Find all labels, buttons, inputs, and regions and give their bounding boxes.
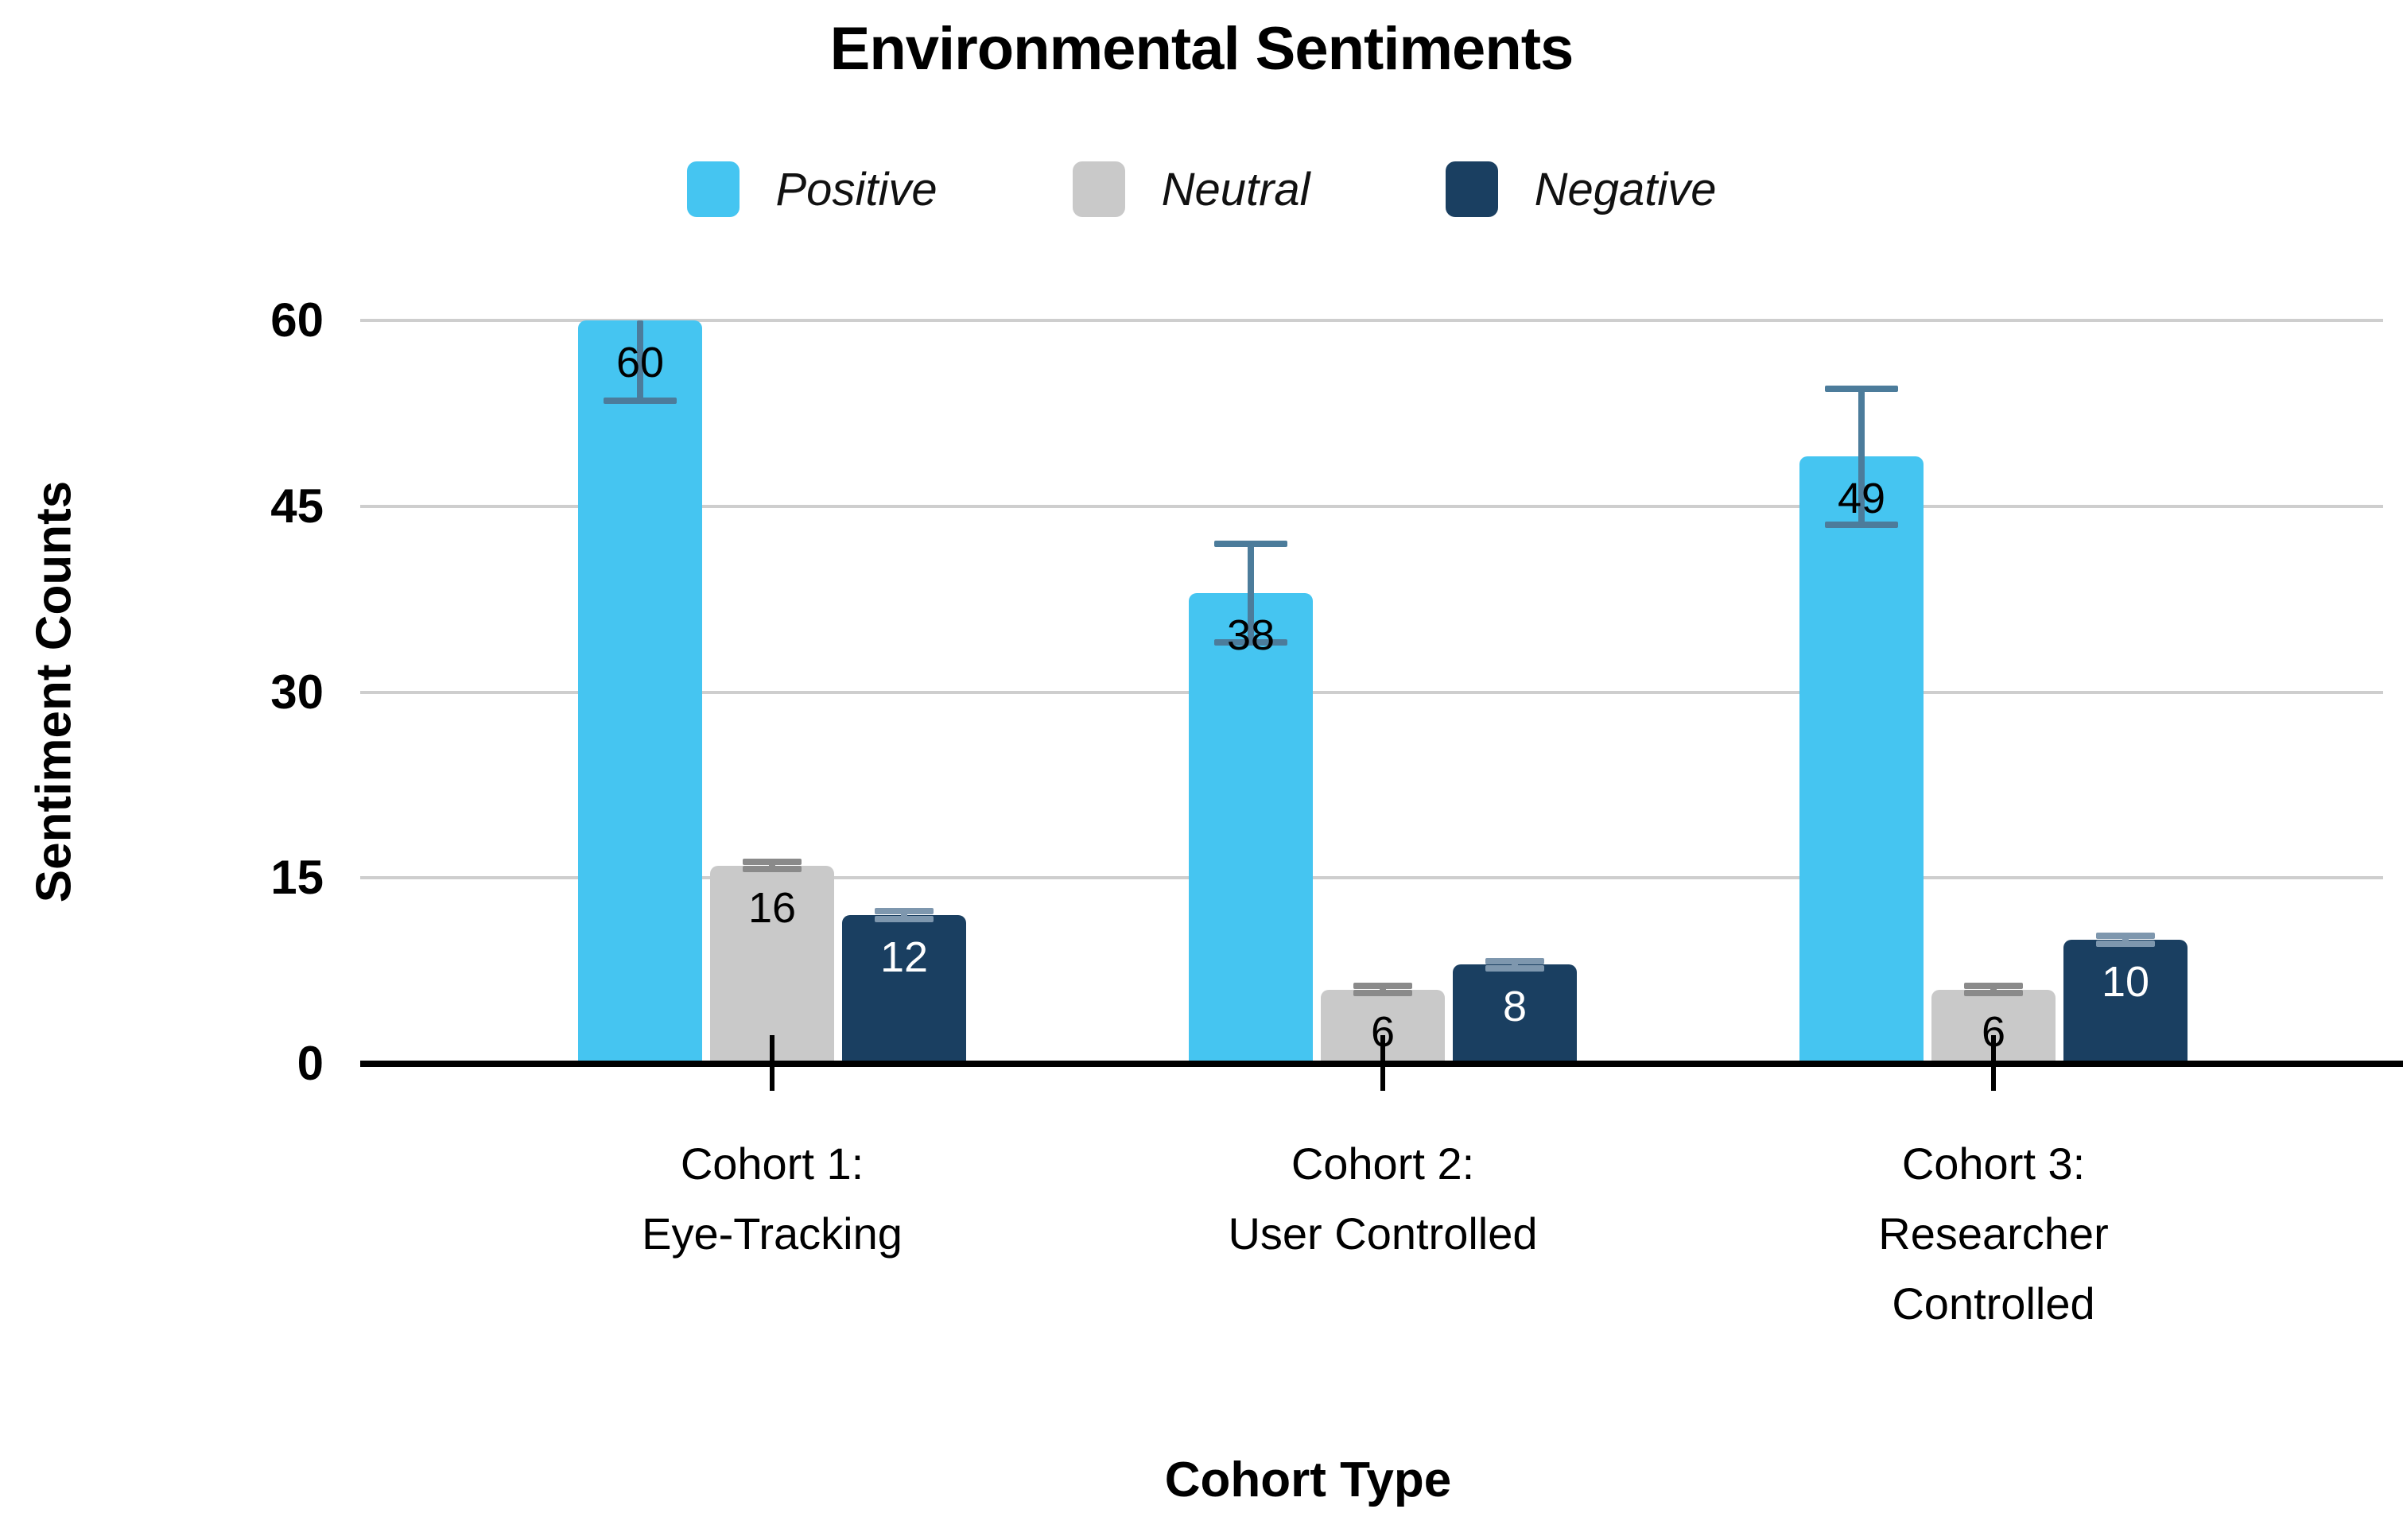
gridline <box>360 876 2383 879</box>
error-bar-line <box>1380 986 1386 993</box>
legend: Positive Neutral Negative <box>0 161 2403 217</box>
error-bar-cap <box>743 859 802 865</box>
x-axis-tick <box>770 1035 774 1091</box>
error-bar-cap <box>604 398 677 404</box>
bar-value-label: 49 <box>1837 475 1886 522</box>
legend-label: Neutral <box>1161 163 1310 215</box>
error-bar-cap <box>1353 983 1412 989</box>
legend-label: Positive <box>775 163 938 215</box>
legend-item-negative: Negative <box>1445 161 1717 217</box>
error-bar-cap <box>1353 990 1412 996</box>
bar-value-label: 8 <box>1502 983 1528 1030</box>
negative-bar <box>2063 940 2188 1064</box>
y-tick-label: 15 <box>270 851 324 904</box>
y-tick-label: 45 <box>270 479 324 533</box>
error-bar-cap <box>1825 522 1898 528</box>
bar-value-label: 16 <box>747 884 797 932</box>
error-bar-cap <box>1964 990 2023 996</box>
y-tick-label: 60 <box>270 293 324 347</box>
error-bar-cap <box>1485 965 1544 972</box>
negative-bar <box>1453 964 1577 1064</box>
error-bar-line <box>637 320 643 401</box>
error-bar-cap <box>1214 541 1287 547</box>
y-tick-label: 0 <box>297 1037 324 1090</box>
positive-bar <box>1799 456 1924 1064</box>
neutral-bar <box>710 866 834 1064</box>
x-category-label: Cohort 3: Researcher Controlled <box>1878 1139 2109 1329</box>
error-bar-line <box>1858 389 1865 525</box>
legend-item-neutral: Neutral <box>1072 161 1310 217</box>
x-category-label: Cohort 1: Eye-Tracking <box>642 1139 903 1259</box>
x-axis-tick <box>1380 1035 1385 1091</box>
bar-value-label: 10 <box>2101 958 2150 1006</box>
error-bar-line <box>1248 544 1254 643</box>
negative-bar <box>842 915 966 1064</box>
gridline <box>360 319 2383 322</box>
error-bar-cap <box>743 866 802 872</box>
error-bar-line <box>769 862 775 869</box>
error-bar-line <box>1512 961 1518 968</box>
error-bar-cap <box>1825 386 1898 392</box>
x-axis-tick <box>1991 1035 1996 1091</box>
error-bar-line <box>2122 936 2129 943</box>
error-bar-cap <box>2096 933 2155 939</box>
legend-label: Negative <box>1534 163 1717 215</box>
neutral-swatch-icon <box>1072 161 1125 217</box>
gridline <box>360 505 2383 508</box>
gridline <box>360 691 2383 694</box>
error-bar-cap <box>875 916 934 922</box>
x-category-label: Cohort 2: User Controlled <box>1228 1139 1538 1259</box>
error-bar-cap <box>1485 958 1544 964</box>
bar-value-label: 12 <box>879 933 929 981</box>
positive-bar <box>1189 593 1313 1064</box>
error-bar-cap <box>2096 941 2155 947</box>
bar-value-label: 38 <box>1226 611 1275 659</box>
chart-title: Environmental Sentiments <box>829 15 1574 83</box>
y-tick-label: 30 <box>270 665 324 719</box>
error-bar-line <box>1990 986 1997 993</box>
positive-bar <box>578 320 702 1064</box>
positive-swatch-icon <box>686 161 740 217</box>
error-bar-cap <box>1964 983 2023 989</box>
error-bar-cap <box>1214 639 1287 646</box>
negative-swatch-icon <box>1445 161 1498 217</box>
error-bar-line <box>901 911 907 918</box>
bar-value-label: 60 <box>615 339 665 386</box>
legend-item-positive: Positive <box>686 161 938 217</box>
error-bar-cap <box>875 908 934 914</box>
x-axis-title: Cohort Type <box>1164 1453 1452 1507</box>
